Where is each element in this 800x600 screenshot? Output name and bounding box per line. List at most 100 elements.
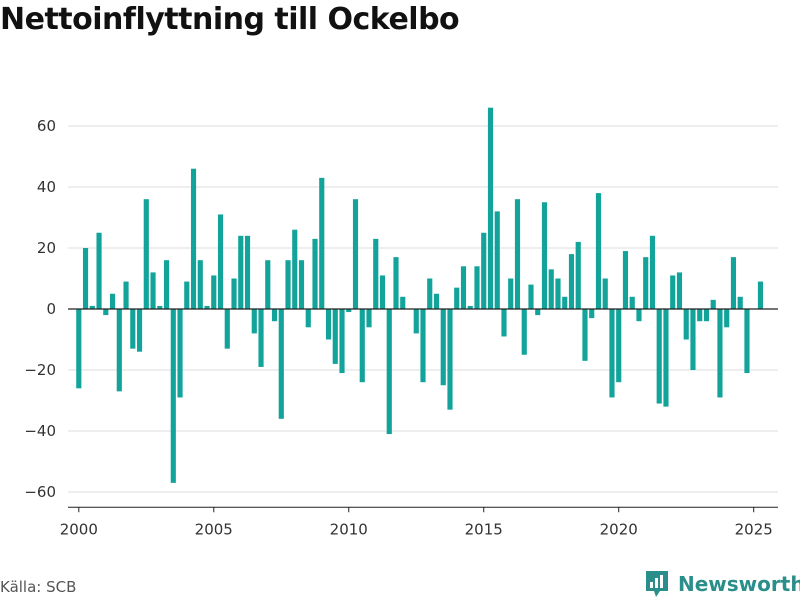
bar xyxy=(89,305,95,309)
bar xyxy=(528,284,534,309)
bar xyxy=(190,168,197,309)
bar xyxy=(319,177,325,309)
bars xyxy=(76,107,764,483)
bar xyxy=(602,278,608,309)
bar xyxy=(217,214,224,309)
y-tick-label: 0 xyxy=(46,300,56,318)
bar xyxy=(724,309,730,328)
bar xyxy=(683,309,689,340)
bar xyxy=(656,309,662,404)
bar xyxy=(379,275,386,309)
bar xyxy=(82,248,89,309)
bar xyxy=(163,260,170,309)
bar xyxy=(116,309,122,392)
bar xyxy=(690,309,696,370)
bar xyxy=(737,296,743,309)
bar xyxy=(433,293,440,309)
bar xyxy=(305,309,311,328)
bar xyxy=(312,238,318,309)
y-tick-label: 20 xyxy=(37,239,56,257)
bar xyxy=(474,266,480,309)
bar xyxy=(339,309,345,374)
bar xyxy=(150,272,156,309)
bar xyxy=(730,257,737,309)
bar xyxy=(717,309,723,398)
bar xyxy=(366,309,372,328)
bar xyxy=(629,296,635,309)
x-tick-label: 2010 xyxy=(330,520,368,538)
bar xyxy=(616,309,622,383)
x-tick-label: 2015 xyxy=(465,520,503,538)
bar xyxy=(649,235,656,309)
bar xyxy=(136,309,143,352)
bar xyxy=(548,269,554,309)
y-tick-label: 60 xyxy=(37,117,56,135)
bar xyxy=(447,309,453,410)
bar xyxy=(535,309,541,316)
bar xyxy=(325,309,332,340)
x-tick-label: 2025 xyxy=(735,520,773,538)
bar xyxy=(663,309,669,407)
bar xyxy=(413,309,419,334)
bar xyxy=(622,251,629,309)
axes xyxy=(68,308,778,513)
bar xyxy=(265,260,271,309)
bar xyxy=(332,309,338,364)
bar xyxy=(157,305,163,309)
bar xyxy=(130,309,136,349)
bar xyxy=(575,241,581,309)
bar xyxy=(359,309,365,383)
x-tick-label: 2020 xyxy=(600,520,638,538)
tick-labels: −60 −40 −20 0 20 40 60 2000 2005 2010 2015 2020 2025 xyxy=(24,117,772,538)
bar xyxy=(373,238,379,309)
bar xyxy=(393,257,399,309)
bar xyxy=(487,107,494,309)
bar xyxy=(440,309,446,386)
x-tick-label: 2005 xyxy=(195,520,233,538)
bar xyxy=(467,305,473,309)
brand-name: Newsworthy xyxy=(678,572,800,596)
bar xyxy=(670,275,676,309)
bar xyxy=(258,309,264,367)
bar xyxy=(292,229,298,309)
y-tick-label: 40 xyxy=(37,178,56,196)
y-tick-label: −40 xyxy=(24,422,56,440)
chart-title: Nettoinflyttning till Ockelbo xyxy=(0,2,460,37)
source-note: Källa: SCB xyxy=(0,578,77,596)
bar xyxy=(386,309,392,435)
bar xyxy=(636,309,642,322)
bar xyxy=(508,278,514,309)
bar xyxy=(454,287,460,309)
bar xyxy=(177,309,183,398)
bar xyxy=(271,309,278,322)
bar xyxy=(298,260,305,309)
bar xyxy=(76,309,82,389)
bar xyxy=(244,235,251,309)
bar xyxy=(420,309,426,383)
bar xyxy=(109,293,116,309)
y-tick-label: −60 xyxy=(24,483,56,501)
bar xyxy=(346,309,352,313)
bar xyxy=(703,309,710,322)
bar xyxy=(609,309,615,398)
bar xyxy=(744,309,750,374)
bar xyxy=(595,193,602,309)
bar xyxy=(481,232,487,309)
bar xyxy=(643,257,649,309)
bar xyxy=(400,296,406,309)
bar xyxy=(460,266,467,309)
y-tick-label: −20 xyxy=(24,361,56,379)
brand-logo: Newsworthy xyxy=(644,569,800,599)
bar xyxy=(170,309,176,483)
bar xyxy=(555,278,561,309)
x-tick-label: 2000 xyxy=(60,520,98,538)
bar xyxy=(278,309,284,419)
bar xyxy=(238,235,244,309)
bar xyxy=(123,281,129,309)
bar xyxy=(197,260,203,309)
bar xyxy=(211,275,217,309)
bar xyxy=(143,199,149,309)
bar xyxy=(589,309,595,319)
bar xyxy=(562,296,568,309)
bar xyxy=(757,281,764,309)
